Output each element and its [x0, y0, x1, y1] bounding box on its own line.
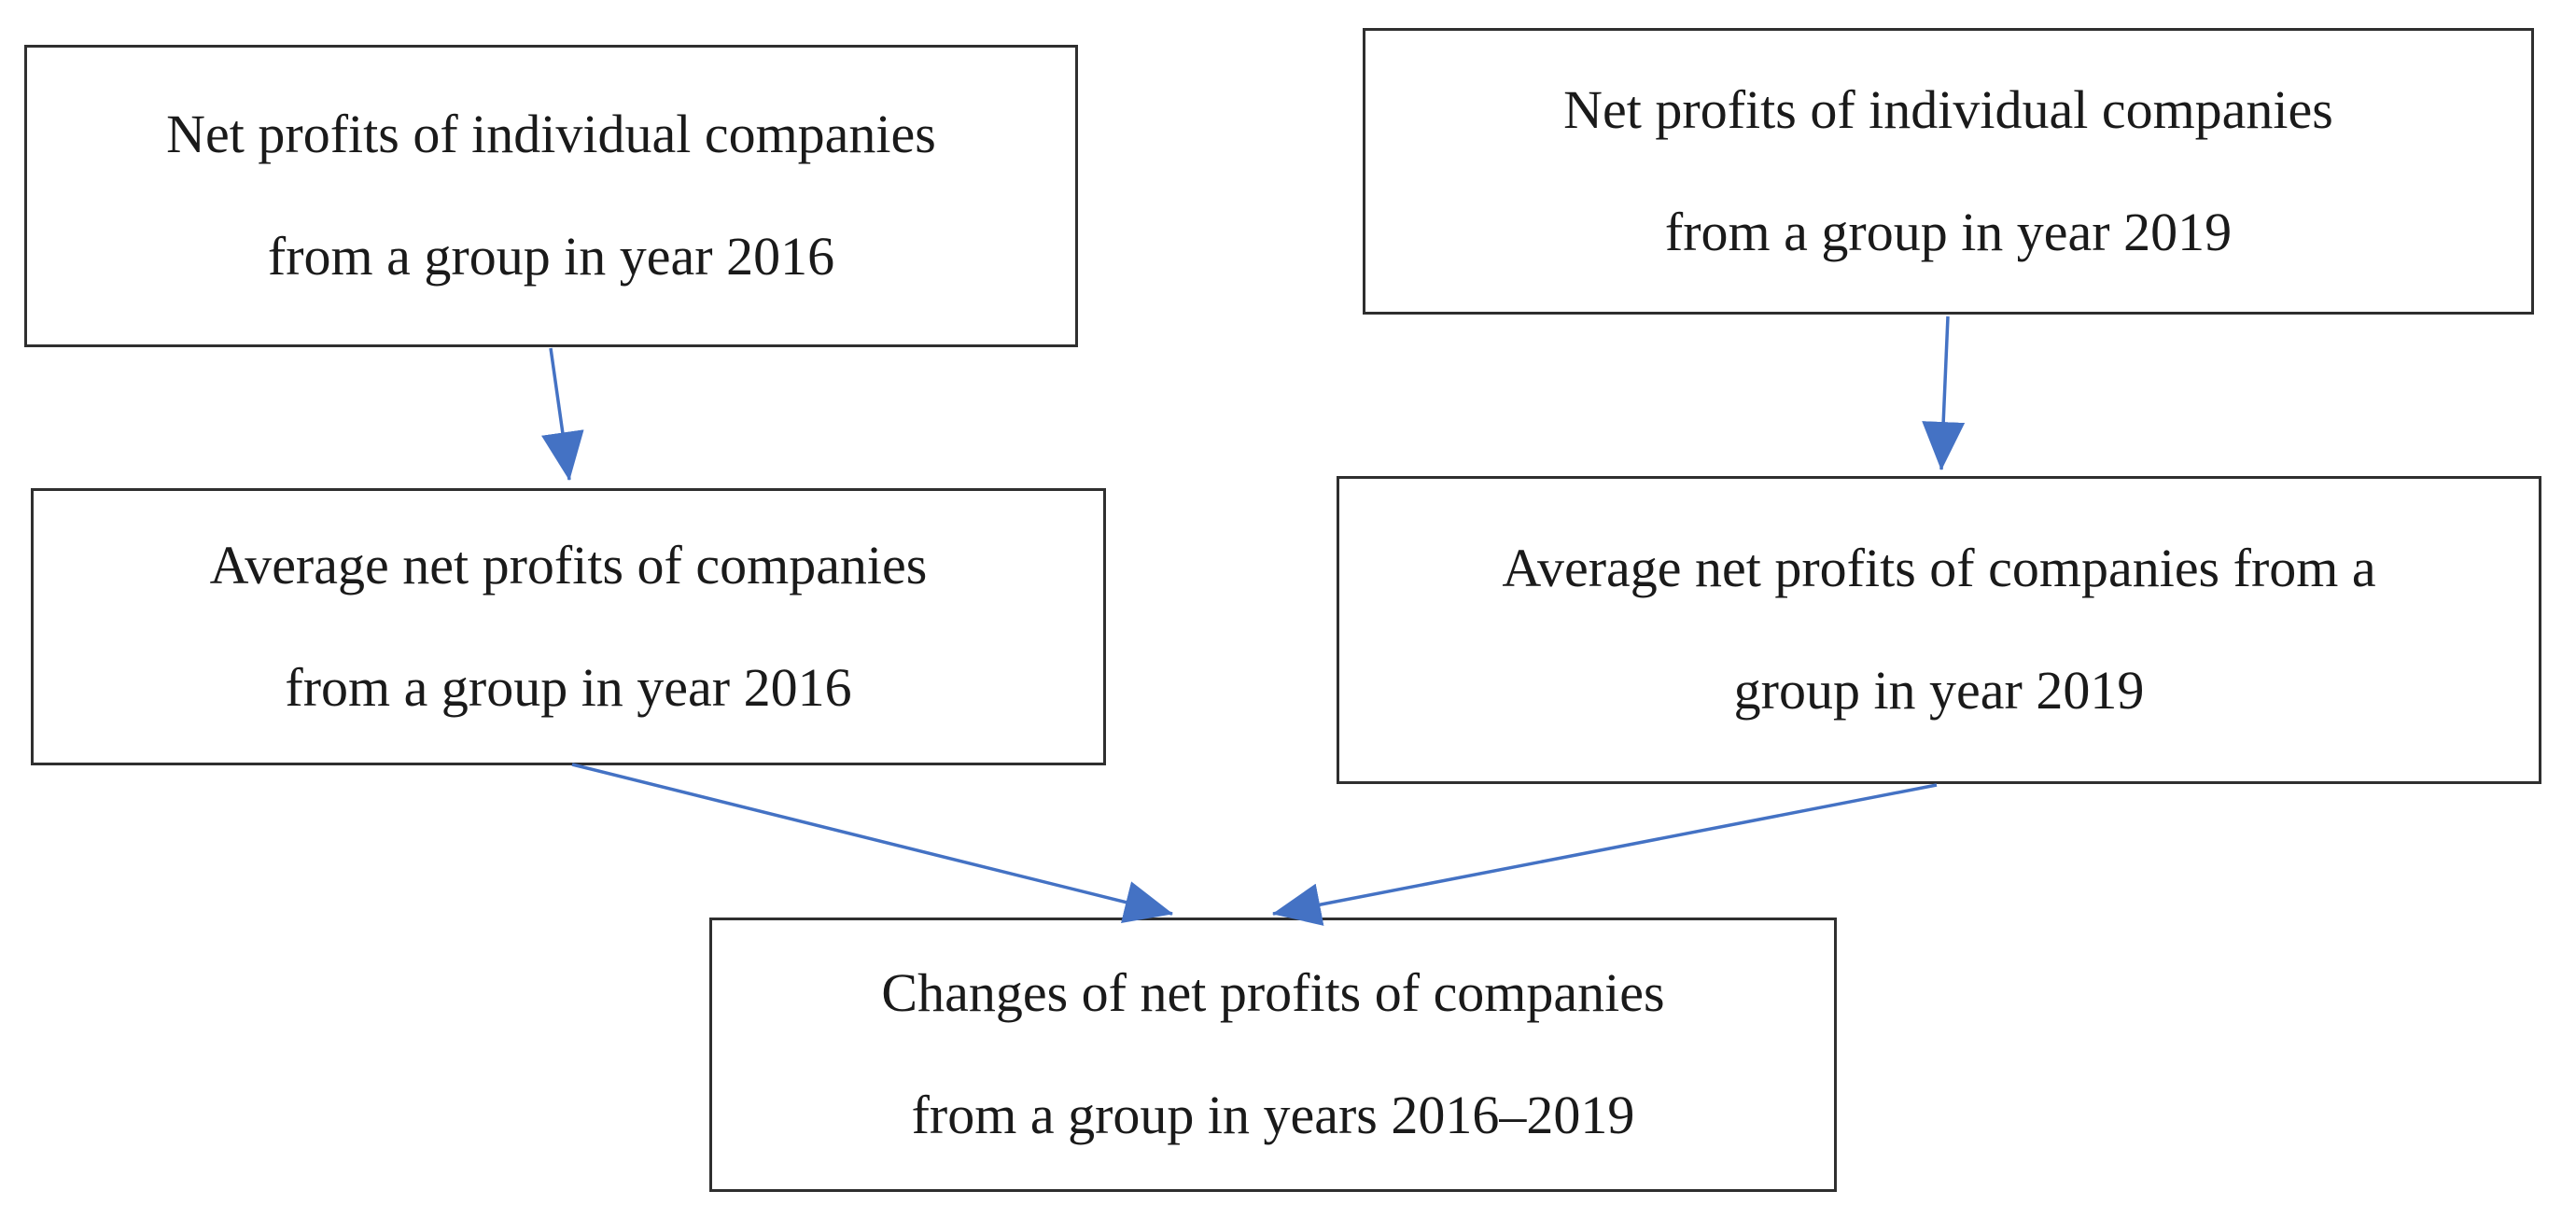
arrow-avg2019-to-changes: [1272, 783, 1938, 926]
box-text-line: from a group in year 2016: [267, 226, 835, 287]
arrow-avg2016-to-changes: [571, 763, 1173, 924]
box-average-net-profits-2019: Average net profits of companies from a …: [1337, 476, 2541, 784]
box-net-profits-individual-2016: Net profits of individual companies from…: [24, 45, 1078, 347]
box-text-line: Average net profits of companies: [209, 534, 928, 595]
box-text-line: from a group in year 2016: [285, 656, 852, 718]
box-changes-net-profits-2016-2019: Changes of net profits of companies from…: [709, 918, 1837, 1192]
box-average-net-profits-2016: Average net profits of companies from a …: [31, 488, 1106, 765]
box-net-profits-individual-2019: Net profits of individual companies from…: [1363, 28, 2534, 315]
box-text-line: group in year 2019: [1733, 660, 2145, 721]
arrow-net2016-to-avg2016: [541, 347, 584, 481]
box-text-line: from a group in years 2016–2019: [911, 1085, 1635, 1145]
box-text-line: from a group in year 2019: [1664, 201, 2233, 262]
box-text-line: Average net profits of companies from a: [1502, 538, 2376, 599]
box-text-line: Changes of net profits of companies: [881, 962, 1665, 1024]
arrow-net2019-to-avg2019: [1922, 315, 1966, 470]
box-text-line: Net profits of individual companies: [166, 104, 936, 165]
box-text-line: Net profits of individual companies: [1563, 78, 2333, 140]
